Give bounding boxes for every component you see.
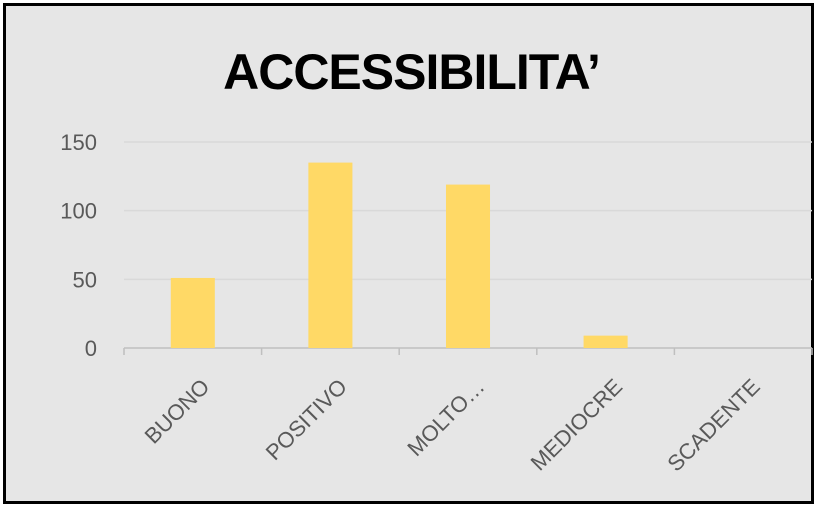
y-tick-label-0: 0	[85, 336, 97, 361]
chart-title: ACCESSIBILITA’	[223, 44, 601, 100]
labels: 0 50 100 150 BUONO POSITIVO MOLTO… MEDIOCRE SCAD…	[60, 130, 764, 476]
x-category-label: POSITIVO	[261, 374, 352, 465]
x-category-label: SCADENTE	[662, 374, 764, 476]
bar-buono	[170, 277, 215, 348]
bar-molto	[445, 184, 491, 348]
x-category-label: MEDIOCRE	[526, 374, 628, 476]
x-category-label: BUONO	[140, 374, 215, 449]
x-category-label: MOLTO…	[402, 374, 489, 461]
bar-positivo	[308, 162, 353, 348]
bars	[170, 162, 628, 348]
y-tick-label-100: 100	[60, 199, 97, 224]
bar-chart: 0 50 100 150 BUONO POSITIVO MOLTO… MEDIOCRE SCAD…	[60, 130, 813, 476]
bar-mediocre	[583, 335, 628, 348]
y-tick-label-150: 150	[60, 130, 97, 155]
axes	[123, 347, 813, 355]
chart-frame: ACCESSIBILITA’ 0 50 100 150 BUONO POSITIVO MOL…	[3, 3, 814, 504]
y-tick-label-50: 50	[73, 267, 97, 292]
